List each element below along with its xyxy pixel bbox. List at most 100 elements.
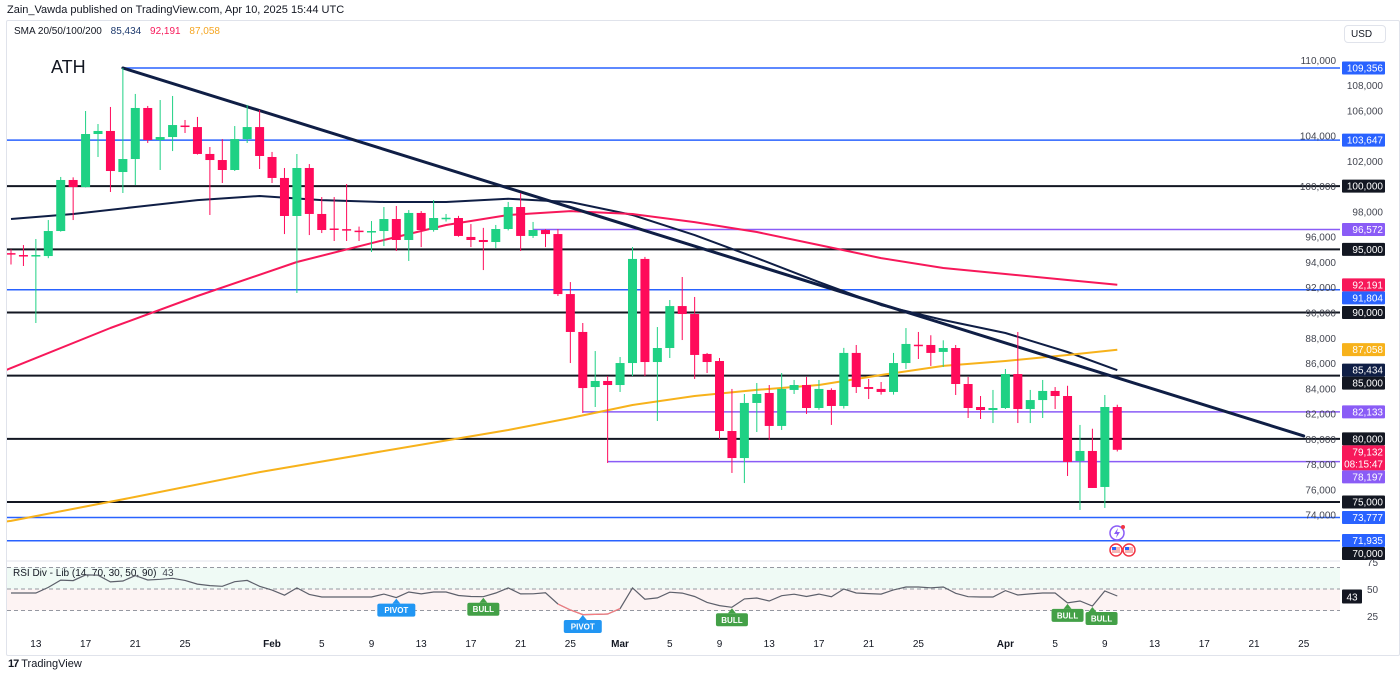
bullish-candle bbox=[615, 356, 625, 392]
candle-body bbox=[976, 406, 986, 411]
badge-value: 85,434 bbox=[1352, 366, 1383, 377]
bullish-candle bbox=[31, 238, 41, 323]
candle-body bbox=[81, 134, 91, 188]
price-tick-label: 108,000 bbox=[1347, 81, 1384, 92]
badge-background bbox=[1342, 306, 1385, 320]
time-tick-label: 9 bbox=[717, 639, 723, 650]
level-price-badge: 82,133 bbox=[1342, 405, 1385, 419]
bullish-candle bbox=[938, 340, 948, 367]
bearish-candle bbox=[727, 388, 737, 473]
lightning-event-icon[interactable] bbox=[1109, 525, 1125, 541]
currency-button[interactable]: USD bbox=[1344, 25, 1386, 43]
bearish-candle bbox=[279, 167, 289, 235]
signal-background bbox=[1051, 608, 1084, 622]
candle-body bbox=[889, 363, 899, 392]
candle-body bbox=[516, 207, 526, 236]
badge-value: 71,935 bbox=[1352, 536, 1383, 547]
candle-body bbox=[839, 352, 849, 406]
candle-body bbox=[603, 380, 613, 386]
sma-20-value: 85,434 bbox=[110, 26, 142, 37]
bearish-candle bbox=[963, 376, 973, 418]
price-tick-label: 102,000 bbox=[1347, 157, 1384, 168]
bullish-candle bbox=[1075, 424, 1085, 510]
time-tick-label: 21 bbox=[130, 639, 142, 650]
signal-arrow bbox=[392, 598, 401, 604]
us-flag-event-icon[interactable] bbox=[1122, 543, 1136, 557]
bearish-candle bbox=[354, 226, 364, 242]
bullish-candle bbox=[665, 299, 675, 358]
candle-body bbox=[938, 348, 948, 352]
level-price-badge: 70,000 bbox=[1342, 547, 1385, 560]
bearish-candle bbox=[976, 396, 986, 420]
bearish-candle bbox=[640, 256, 650, 377]
badge-background bbox=[1342, 534, 1385, 547]
badge-background bbox=[1342, 222, 1385, 236]
signal-background bbox=[377, 603, 416, 617]
bearish-candle bbox=[466, 224, 476, 248]
badge-background bbox=[1342, 133, 1385, 147]
badge-value: 73,777 bbox=[1352, 513, 1383, 524]
descending-trendline bbox=[121, 66, 1306, 438]
signal-arrow bbox=[578, 615, 587, 620]
bearish-candle bbox=[1013, 331, 1023, 424]
badge-value: 70,000 bbox=[1352, 549, 1383, 560]
badge-value: 75,000 bbox=[1352, 498, 1383, 509]
candle-body bbox=[503, 207, 513, 230]
bearish-candle bbox=[416, 211, 426, 248]
bullish-candle bbox=[988, 389, 998, 424]
candle-body bbox=[802, 385, 812, 409]
ath-annotation: ATH bbox=[51, 57, 86, 77]
badge-value: 79,132 bbox=[1352, 447, 1383, 458]
level-price-badge: 71,935 bbox=[1342, 534, 1385, 547]
price-tick-label: 110,000 bbox=[1301, 56, 1337, 67]
badge-background bbox=[1342, 61, 1385, 75]
candle-body bbox=[56, 179, 66, 232]
bearish-candle bbox=[105, 106, 115, 192]
time-tick-label: 25 bbox=[913, 639, 925, 650]
time-tick-label: Mar bbox=[611, 639, 629, 650]
rsi-overbought-zone bbox=[7, 567, 1340, 589]
price-tick-label: 88,000 bbox=[1305, 334, 1336, 345]
bearish-candle bbox=[578, 322, 588, 413]
candle-body bbox=[317, 213, 327, 231]
time-tick-label: 25 bbox=[565, 639, 577, 650]
bullish-candle bbox=[752, 382, 762, 433]
rsi-signals: PIVOT BULL PIVOT BULL BULL BULL bbox=[377, 597, 1118, 633]
bearish-candle bbox=[7, 249, 16, 265]
candle-body bbox=[68, 179, 78, 188]
signal-background bbox=[467, 602, 500, 616]
time-tick-label: 17 bbox=[813, 639, 825, 650]
bearish-candle bbox=[851, 344, 861, 393]
badge-background bbox=[1342, 291, 1385, 305]
bearish-candle bbox=[304, 164, 314, 236]
price-axis-background bbox=[1340, 21, 1398, 627]
price-tick-label: 90,000 bbox=[1305, 309, 1336, 320]
signal-background bbox=[563, 620, 602, 633]
bearish-candle bbox=[876, 381, 886, 395]
time-tick-label: 25 bbox=[1298, 639, 1310, 650]
sma-legend[interactable]: SMA 20/50/100/200 85,434 92,191 87,058 bbox=[14, 26, 226, 37]
bearish-candle bbox=[267, 151, 277, 184]
rsi-tick-label: 25 bbox=[1367, 612, 1379, 623]
signal-text: BULL bbox=[1057, 611, 1078, 620]
bullish-candle bbox=[590, 351, 600, 407]
tradingview-logo[interactable]: 17 TradingView bbox=[8, 658, 82, 670]
badge-value: 78,197 bbox=[1352, 472, 1383, 483]
time-tick-label: 5 bbox=[319, 639, 325, 650]
bullish-candle bbox=[889, 352, 899, 395]
candle-body bbox=[205, 153, 215, 161]
candle-body bbox=[876, 388, 886, 392]
candle-body bbox=[727, 431, 737, 459]
time-tick-label: 13 bbox=[30, 639, 42, 650]
tradingview-logo-text: TradingView bbox=[21, 658, 82, 670]
candle-body bbox=[453, 218, 463, 236]
bullish-candle bbox=[168, 95, 178, 152]
event-icons[interactable] bbox=[1109, 525, 1136, 557]
bullish-candle bbox=[155, 100, 165, 171]
candle-body bbox=[1013, 374, 1023, 410]
us-flag-event-icon[interactable] bbox=[1109, 543, 1123, 557]
price-axis[interactable]: 74,000 76,000 78,000 80,000 82,000 84,000 86,0… bbox=[1300, 21, 1398, 627]
candle-body bbox=[715, 361, 725, 432]
time-axis[interactable]: 13 17 21 25 Feb 5 9 13 17 21 25 Mar 5 9 13 17 21 25 Apr 5 9 1… bbox=[7, 628, 1340, 653]
